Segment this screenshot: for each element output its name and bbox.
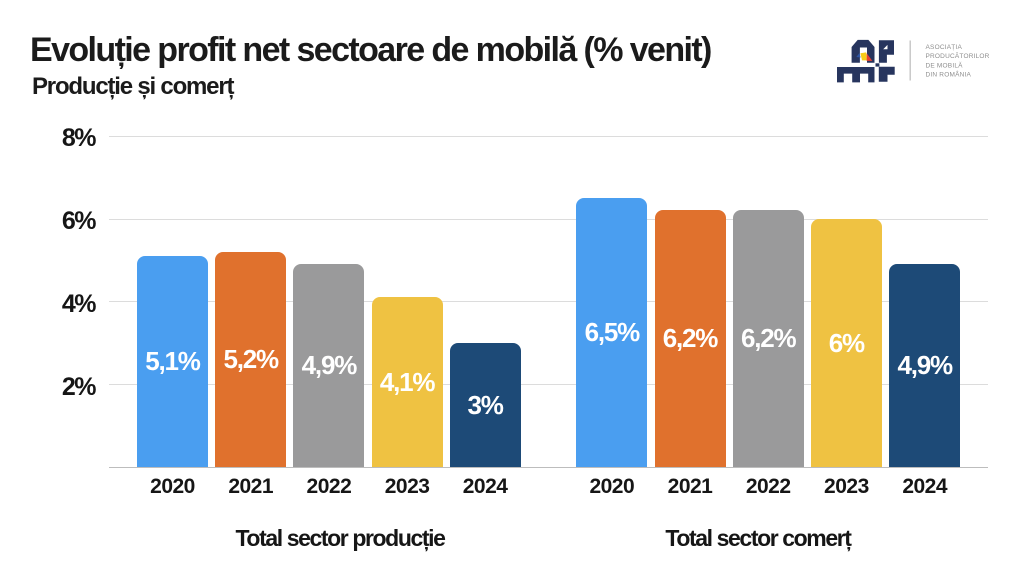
svg-text:ASOCIAȚIA: ASOCIAȚIA [926, 44, 963, 51]
svg-text:DE MOBILĂ: DE MOBILĂ [926, 60, 964, 69]
svg-text:DIN ROMÂNIA: DIN ROMÂNIA [926, 70, 972, 79]
svg-text:PRODUCĂTORILOR: PRODUCĂTORILOR [926, 51, 990, 60]
